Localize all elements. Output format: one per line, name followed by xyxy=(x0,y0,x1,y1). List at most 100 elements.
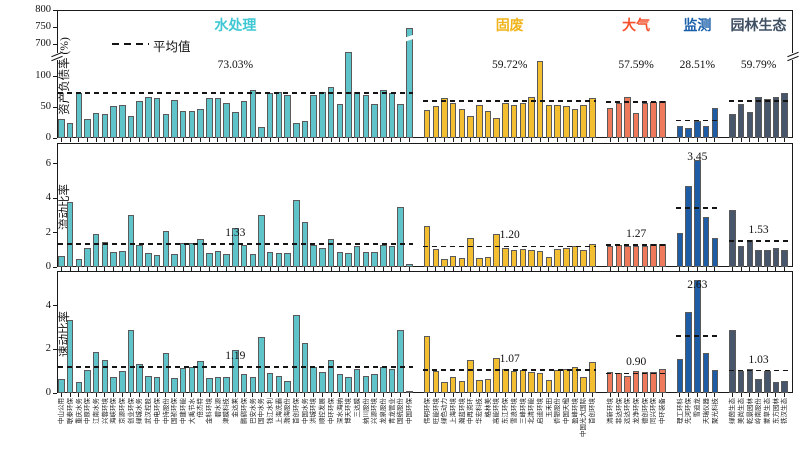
x-tick xyxy=(400,267,402,271)
x-tick xyxy=(426,393,428,397)
x-tick xyxy=(304,393,306,397)
y-tick xyxy=(52,305,57,307)
x-tick xyxy=(487,138,489,142)
x-tick xyxy=(635,138,637,142)
x-tick xyxy=(635,267,637,271)
bar-金达莱 xyxy=(232,350,239,393)
mean-line xyxy=(728,369,789,372)
bar-先河环保 xyxy=(685,128,692,138)
x-tick xyxy=(653,393,655,397)
x-tick xyxy=(191,138,193,142)
bar-洪城环境 xyxy=(310,94,317,138)
x-tick xyxy=(278,393,280,397)
x-tick xyxy=(583,393,585,397)
bar-京源环保 xyxy=(119,250,126,267)
bar-同兴环保 xyxy=(650,102,657,138)
x-tick xyxy=(626,138,628,142)
bar-上海洗霸 xyxy=(275,375,283,393)
bar-顺控发展 xyxy=(319,91,326,138)
x-tick xyxy=(452,267,454,271)
bar-大禹节水 xyxy=(188,110,196,138)
x-tick xyxy=(391,138,393,142)
bar-首创环保 xyxy=(293,199,300,267)
x-tick xyxy=(208,138,210,142)
x-label: 国中水务 xyxy=(258,398,266,424)
bar-国统股份 xyxy=(397,206,404,267)
x-tick xyxy=(609,267,611,271)
bar-同兴环保 xyxy=(650,243,657,267)
bar-碧水源 xyxy=(214,376,222,393)
bar-中再资环 xyxy=(467,115,474,138)
bar-首创环保 xyxy=(293,314,300,393)
bar-洪城环境 xyxy=(310,366,317,393)
x-tick xyxy=(461,267,463,271)
bar-中环装备 xyxy=(659,100,666,138)
bar-海峡环保 xyxy=(110,376,117,393)
mean-value: 1.33 xyxy=(225,227,246,240)
x-label: 海峡环保 xyxy=(110,398,118,424)
x-tick xyxy=(147,393,149,397)
x-tick xyxy=(165,393,167,397)
bar-中国环保 xyxy=(406,264,413,267)
bar-海峡环保 xyxy=(110,252,117,267)
x-tick xyxy=(208,267,210,271)
bar-蒙草生态 xyxy=(764,98,771,138)
x-label: 菲达环保 xyxy=(615,398,623,424)
mean-value: 3.45 xyxy=(687,151,708,163)
x-tick xyxy=(269,138,271,142)
mean-line xyxy=(606,244,667,247)
x-tick xyxy=(688,267,690,271)
bar-京源环保 xyxy=(119,371,126,393)
mean-value: 57.59% xyxy=(618,59,654,71)
bar-津膜科技 xyxy=(223,254,230,267)
x-tick xyxy=(644,138,646,142)
x-label: 倍杰特 xyxy=(197,398,205,418)
x-tick xyxy=(339,267,341,271)
x-tick xyxy=(252,138,254,142)
x-tick xyxy=(522,393,524,397)
bar-东江环保 xyxy=(502,248,509,267)
bar-联泰环保 xyxy=(66,122,74,138)
bar-创业环保 xyxy=(127,215,135,267)
x-tick xyxy=(226,138,228,142)
x-tick xyxy=(618,267,620,271)
bar-三达膜 xyxy=(353,246,361,267)
bar-东方园林 xyxy=(772,248,780,267)
x-tick xyxy=(287,138,289,142)
x-tick xyxy=(609,393,611,397)
bar-玉禾田 xyxy=(545,104,553,138)
x-tick xyxy=(731,138,733,142)
x-tick xyxy=(740,267,742,271)
x-label: 东江环保 xyxy=(502,398,510,424)
mean-value: 1.19 xyxy=(225,350,246,363)
mean-line xyxy=(728,100,789,102)
x-label: 龙泉股份 xyxy=(380,398,388,424)
mean-line xyxy=(423,245,597,248)
x-label: 三达膜 xyxy=(353,398,361,418)
bar-国祯环保 xyxy=(171,377,178,393)
x-tick xyxy=(758,138,760,142)
bar-同兴环保 xyxy=(650,372,657,393)
bar-中国天楹 xyxy=(563,248,570,267)
bar-巴安水务 xyxy=(249,90,256,138)
mean-value: 1.53 xyxy=(748,223,769,236)
x-label: 顺控发展 xyxy=(319,398,327,424)
x-tick xyxy=(583,138,585,142)
bar-中再资环 xyxy=(467,237,474,267)
bar-中国光大国际 xyxy=(580,104,587,138)
bar-三峰环境 xyxy=(519,103,526,138)
x-tick xyxy=(60,393,62,397)
x-tick xyxy=(504,267,506,271)
x-label: 联泰环保 xyxy=(66,398,74,424)
x-tick xyxy=(234,393,236,397)
x-tick xyxy=(758,267,760,271)
x-tick xyxy=(504,393,506,397)
x-tick xyxy=(304,267,306,271)
x-label: 高能环境 xyxy=(493,398,501,424)
x-tick xyxy=(208,393,210,397)
bar-高能环境 xyxy=(493,234,500,267)
x-label: 兴蓉环境 xyxy=(101,398,109,424)
bar-顺控发展 xyxy=(319,372,326,393)
bar-铁汉生态 xyxy=(781,249,788,267)
x-tick xyxy=(461,393,463,397)
